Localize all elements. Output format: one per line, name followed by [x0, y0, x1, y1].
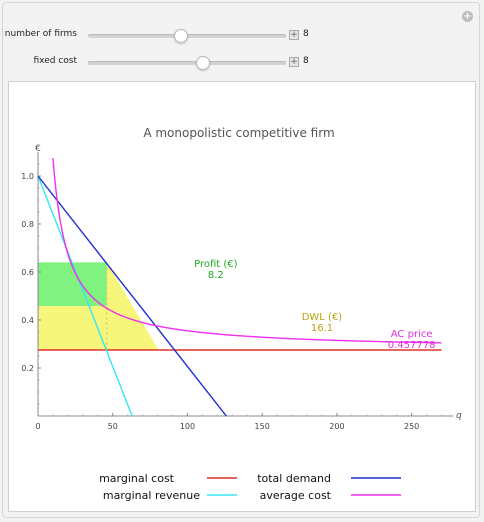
- area-cost: [38, 306, 107, 350]
- average-cost-curve: [52, 157, 442, 344]
- options-plus-icon[interactable]: +: [462, 11, 473, 22]
- fixed-cost-slider-thumb[interactable]: [195, 56, 210, 70]
- y-tick-label: 1.0: [21, 172, 34, 181]
- area-dwl: [106, 262, 159, 350]
- fixed-cost-value: 8: [303, 56, 309, 66]
- total-demand-curve: [37, 175, 227, 417]
- x-tick-label: 200: [329, 422, 344, 431]
- firms-value: 8: [303, 29, 309, 39]
- legend-label-marginal-revenue: marginal revenue: [103, 489, 200, 502]
- legend-label-marginal-cost: marginal cost: [99, 472, 175, 485]
- legend-label-average-cost: average cost: [260, 489, 332, 502]
- control-row-firms: number of firms + 8: [3, 26, 479, 46]
- x-tick-label: 50: [108, 422, 118, 431]
- y-axis-label: €: [35, 144, 41, 154]
- chart-title: A monopolistic competitive firm: [143, 126, 334, 140]
- y-tick-label: 0.8: [21, 220, 34, 229]
- x-tick-label: 100: [180, 422, 195, 431]
- profit-annotation-label: Profit (€): [194, 259, 238, 270]
- dwl-annotation-value: 16.1: [311, 323, 333, 334]
- fixed-cost-stepper-plus-icon[interactable]: +: [289, 57, 299, 67]
- area-profit: [38, 262, 107, 307]
- plot-area: A monopolistic competitive firm € q 0 50 1…: [8, 81, 476, 512]
- profit-annotation-value: 8.2: [208, 270, 224, 281]
- x-tick-label: 150: [255, 422, 270, 431]
- y-tick-label: 0.2: [21, 364, 34, 373]
- fixed-cost-slider[interactable]: [88, 56, 286, 70]
- y-tick-label: 0.6: [21, 268, 34, 277]
- x-axis-label: q: [456, 411, 462, 421]
- fixed-cost-label: fixed cost: [33, 56, 77, 66]
- dwl-annotation-label: DWL (€): [302, 312, 343, 323]
- firms-slider[interactable]: [88, 29, 286, 43]
- x-tick-label: 250: [404, 422, 419, 431]
- ac-price-annotation-value: 0.457778: [388, 340, 436, 351]
- monopolistic-chart: A monopolistic competitive firm € q 0 50 1…: [21, 126, 462, 502]
- ac-price-annotation-label: AC price: [391, 329, 433, 340]
- y-tick-label: 0.4: [21, 316, 34, 325]
- firms-stepper-plus-icon[interactable]: +: [289, 30, 299, 40]
- firms-slider-thumb[interactable]: [174, 29, 189, 43]
- firms-label: number of firms: [4, 29, 77, 39]
- control-row-fixed-cost: fixed cost + 8: [3, 53, 479, 73]
- marginal-revenue-curve: [37, 175, 133, 417]
- legend-label-total-demand: total demand: [257, 472, 331, 485]
- x-tick-label: 0: [35, 422, 40, 431]
